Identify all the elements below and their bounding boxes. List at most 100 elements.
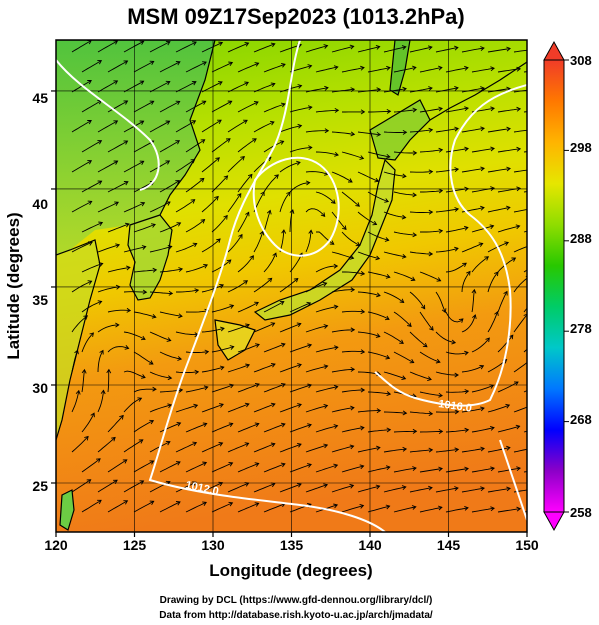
streamline-arrowhead bbox=[152, 386, 157, 392]
streamline bbox=[383, 131, 407, 133]
streamline-arrowhead bbox=[192, 242, 198, 248]
x-tick-label-145: 145 bbox=[437, 537, 461, 553]
streamline-arrowhead bbox=[176, 421, 182, 427]
streamline bbox=[227, 324, 250, 333]
streamline-arrowhead bbox=[307, 343, 313, 349]
contour-line-d bbox=[499, 439, 527, 521]
streamline-arrowhead bbox=[386, 109, 392, 114]
streamline-arrowhead bbox=[411, 505, 417, 510]
streamline bbox=[263, 343, 286, 353]
streamline-arrowhead bbox=[438, 147, 444, 153]
streamline bbox=[513, 246, 527, 253]
streamline-arrowhead bbox=[323, 443, 329, 449]
streamline-arrowhead bbox=[100, 389, 106, 395]
streamline bbox=[107, 415, 124, 433]
streamline bbox=[305, 45, 328, 53]
streamline-arrowhead bbox=[504, 241, 510, 246]
streamline-arrowhead bbox=[536, 296, 540, 300]
streamline-arrowhead bbox=[192, 481, 197, 486]
streamline bbox=[497, 257, 516, 273]
streamline bbox=[315, 464, 338, 473]
streamline-arrowhead bbox=[296, 160, 301, 166]
streamline-arrowhead bbox=[402, 446, 408, 452]
streamline-arrowhead bbox=[454, 409, 460, 415]
streamline-arrowhead bbox=[427, 45, 433, 51]
wind-streamlines bbox=[71, 40, 540, 513]
streamline bbox=[237, 174, 253, 193]
streamline bbox=[263, 383, 286, 393]
streamline-arrowhead bbox=[279, 300, 285, 306]
streamline-arrowhead bbox=[293, 277, 299, 283]
streamline-arrowhead bbox=[438, 106, 443, 112]
streamline-arrowhead bbox=[438, 392, 443, 398]
streamline-arrowhead bbox=[203, 385, 209, 391]
streamline bbox=[331, 289, 355, 293]
streamline bbox=[81, 332, 94, 353]
streamline-arrowhead bbox=[320, 212, 326, 217]
streamline-arrowhead bbox=[97, 499, 102, 505]
streamline-arrowhead bbox=[202, 501, 207, 506]
streamline bbox=[331, 329, 355, 333]
streamline bbox=[435, 208, 459, 213]
streamline bbox=[315, 109, 339, 113]
streamline-arrowhead bbox=[204, 349, 210, 355]
streamline bbox=[409, 487, 433, 493]
streamline-arrowhead bbox=[237, 192, 242, 198]
streamline-arrowhead bbox=[515, 224, 521, 230]
streamline bbox=[175, 404, 198, 413]
streamline bbox=[133, 460, 154, 473]
streamline bbox=[357, 251, 380, 260]
streamline bbox=[71, 201, 92, 213]
streamline bbox=[253, 322, 275, 333]
streamline-arrowhead bbox=[269, 120, 275, 126]
streamline bbox=[289, 209, 294, 233]
streamline-arrowhead bbox=[202, 422, 208, 427]
streamline bbox=[97, 324, 119, 333]
streamline-arrowhead bbox=[480, 86, 485, 92]
streamline-arrowhead bbox=[489, 425, 495, 431]
streamline-arrowhead bbox=[139, 160, 145, 166]
streamline-arrowhead bbox=[532, 446, 536, 450]
streamline-arrowhead bbox=[192, 441, 198, 447]
streamline bbox=[227, 364, 250, 373]
streamline-arrowhead bbox=[244, 42, 250, 47]
streamline bbox=[445, 468, 469, 473]
streamline bbox=[175, 442, 197, 453]
streamline bbox=[435, 331, 456, 344]
streamline bbox=[149, 160, 170, 173]
streamline-arrowhead bbox=[333, 304, 339, 310]
streamline bbox=[315, 231, 335, 245]
streamline-arrowhead bbox=[244, 81, 249, 86]
streamline-arrowhead bbox=[223, 175, 229, 180]
streamline-arrowhead bbox=[360, 425, 365, 431]
streamline bbox=[461, 127, 485, 133]
streamline bbox=[367, 271, 390, 278]
streamline-arrowhead bbox=[214, 195, 219, 201]
streamline-arrowhead bbox=[503, 290, 508, 296]
streamline bbox=[461, 365, 484, 373]
pressure-contours bbox=[56, 40, 527, 532]
streamline bbox=[315, 265, 338, 273]
streamline bbox=[445, 262, 467, 273]
streamline-arrowhead bbox=[84, 435, 89, 441]
streamline-arrowhead bbox=[202, 61, 207, 66]
streamline bbox=[357, 211, 377, 225]
streamline-arrowhead bbox=[228, 61, 234, 67]
streamline bbox=[315, 66, 338, 73]
streamline-arrowhead bbox=[270, 482, 276, 488]
streamline-arrowhead bbox=[227, 100, 233, 105]
streamline-arrowhead bbox=[375, 255, 381, 261]
streamline bbox=[107, 100, 128, 113]
streamline bbox=[123, 370, 146, 379]
streamline-arrowhead bbox=[402, 86, 407, 92]
streamline bbox=[461, 47, 485, 53]
streamline bbox=[461, 167, 485, 173]
streamline-arrowhead bbox=[385, 465, 391, 471]
streamline-arrowhead bbox=[141, 374, 146, 379]
streamline-arrowhead bbox=[123, 181, 129, 186]
streamline-arrowhead bbox=[192, 41, 197, 46]
streamline-arrowhead bbox=[149, 419, 155, 425]
streamline bbox=[279, 443, 302, 453]
streamline bbox=[420, 190, 443, 193]
streamline-arrowhead bbox=[111, 436, 116, 442]
